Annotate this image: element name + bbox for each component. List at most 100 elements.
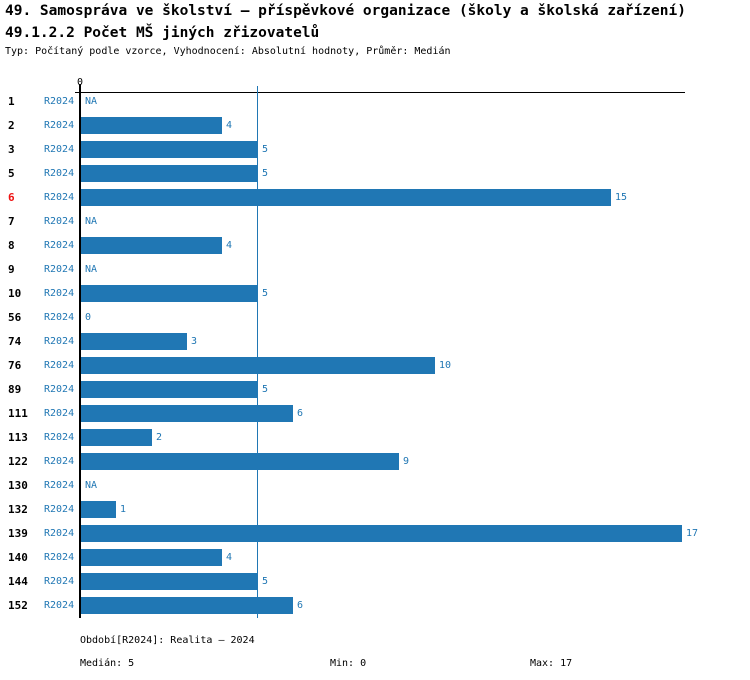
value-bar [81,429,152,446]
x-axis-tick-zero-label: 0 [76,77,84,88]
value-bar [81,189,611,206]
value-bar [81,597,293,614]
value-label: NA [85,96,98,107]
row-category-label: 7 [8,215,15,228]
row-series-label: R2024 [44,240,75,251]
chart-row: 132 R2024 1 [0,498,750,522]
row-series-label: R2024 [44,336,75,347]
chart-row: 10 R2024 5 [0,282,750,306]
row-series-label: R2024 [44,168,75,179]
value-label: 6 [297,408,304,419]
chart-row: 89 R2024 5 [0,378,750,402]
row-series-label: R2024 [44,456,75,467]
row-category-label: 144 [8,575,28,588]
value-label: 6 [297,600,304,611]
row-category-label: 113 [8,431,28,444]
row-series-label: R2024 [44,264,75,275]
chart-row: 1 R2024 NA [0,90,750,114]
value-bar [81,525,682,542]
indicator-title: 49.1.2.2 Počet MŠ jiných zřizovatelů [5,25,320,41]
value-bar [81,573,258,590]
row-category-label: 2 [8,119,15,132]
row-category-label: 152 [8,599,28,612]
row-series-label: R2024 [44,600,75,611]
row-category-label: 111 [8,407,28,420]
row-category-label: 132 [8,503,28,516]
chart-row: 111 R2024 6 [0,402,750,426]
chart-row: 152 R2024 6 [0,594,750,618]
chart-row: 9 R2024 NA [0,258,750,282]
value-label: 0 [85,312,92,323]
value-bar [81,141,258,158]
row-series-label: R2024 [44,360,75,371]
x-axis-line [75,92,685,93]
value-bar [81,357,435,374]
value-bar [81,285,258,302]
value-label: NA [85,480,98,491]
chart-row: 5 R2024 5 [0,162,750,186]
row-series-label: R2024 [44,576,75,587]
row-series-label: R2024 [44,288,75,299]
chart-row: 113 R2024 2 [0,426,750,450]
chart-row: 144 R2024 5 [0,570,750,594]
value-label: 9 [403,456,410,467]
value-label: 5 [262,384,269,395]
value-label: 5 [262,576,269,587]
value-label: 15 [615,192,628,203]
median-stat-label: Medián: 5 [80,658,135,669]
chart-subtitle: Typ: Počítaný podle vzorce, Vyhodnocení:… [5,46,451,57]
value-label: 4 [226,240,233,251]
row-category-label: 122 [8,455,28,468]
value-label: 2 [156,432,163,443]
row-category-label: 89 [8,383,22,396]
value-label: 5 [262,168,269,179]
row-series-label: R2024 [44,384,75,395]
chart-row: 56 R2024 0 [0,306,750,330]
row-category-label: 5 [8,167,15,180]
value-label: 4 [226,120,233,131]
median-reference-line [257,86,258,618]
row-series-label: R2024 [44,432,75,443]
row-series-label: R2024 [44,408,75,419]
chart-row: 74 R2024 3 [0,330,750,354]
chart-row: 140 R2024 4 [0,546,750,570]
value-bar [81,381,258,398]
value-bar [81,405,293,422]
row-series-label: R2024 [44,528,75,539]
row-category-label: 130 [8,479,28,492]
row-category-label: 139 [8,527,28,540]
value-bar [81,237,222,254]
row-category-label: 140 [8,551,28,564]
row-category-label: 1 [8,95,15,108]
row-series-label: R2024 [44,504,75,515]
value-label: NA [85,216,98,227]
value-label: 5 [262,144,269,155]
chart-row: 130 R2024 NA [0,474,750,498]
chart-row: 76 R2024 10 [0,354,750,378]
value-bar [81,501,116,518]
chart-row: 7 R2024 NA [0,210,750,234]
value-label: 4 [226,552,233,563]
period-label: Období[R2024]: Realita – 2024 [80,635,255,646]
row-category-label: 74 [8,335,22,348]
row-category-label: 76 [8,359,22,372]
row-series-label: R2024 [44,552,75,563]
row-series-label: R2024 [44,144,75,155]
row-series-label: R2024 [44,120,75,131]
value-label: 3 [191,336,198,347]
value-bar [81,333,187,350]
row-series-label: R2024 [44,480,75,491]
row-category-label: 56 [8,311,22,324]
value-label: 10 [439,360,452,371]
value-label: 1 [120,504,127,515]
zero-baseline [79,84,81,618]
row-series-label: R2024 [44,96,75,107]
chart-row: 8 R2024 4 [0,234,750,258]
value-bar [81,165,258,182]
row-category-label: 10 [8,287,22,300]
value-label: 5 [262,288,269,299]
row-category-label: 9 [8,263,15,276]
value-bar [81,549,222,566]
row-series-label: R2024 [44,312,75,323]
